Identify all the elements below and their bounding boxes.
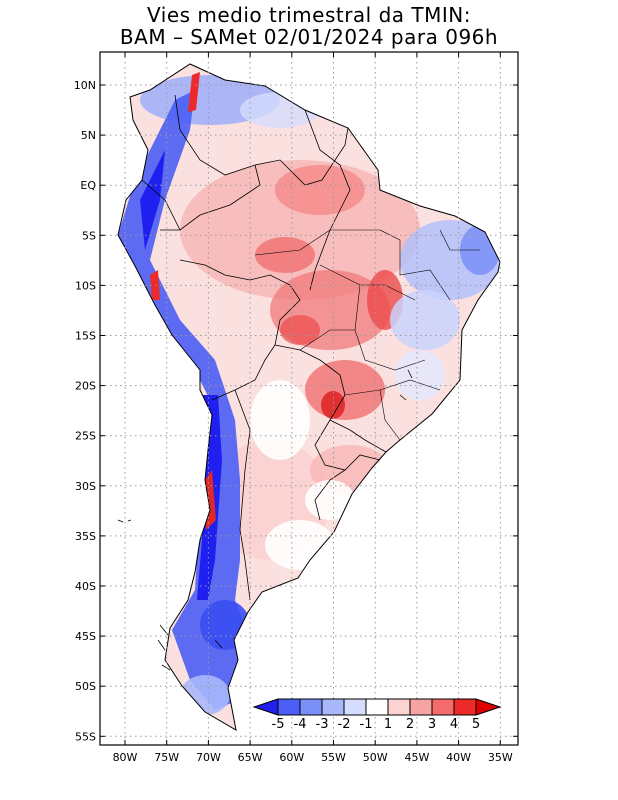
colorbar-label: -3 [316,717,329,732]
colorbar-label: 2 [406,717,414,732]
lon-tick-label: 35W [488,751,513,764]
longitude-axis: 80W 75W 70W 65W 60W 55W 50W 45W 40W 35W [113,52,513,764]
map-title-line-1: Vies medio trimestral da TMIN: [147,3,471,27]
colorbar-label: 1 [384,717,392,732]
lon-tick-label: 80W [113,751,138,764]
colorbar-label: 5 [472,717,480,732]
colorbar-label: 4 [450,717,458,732]
lon-tick-label: 50W [363,751,388,764]
lon-tick-label: 45W [404,751,429,764]
lat-tick-label: 40S [75,580,96,593]
colorbar-box [299,698,323,716]
colorbar-box [431,698,455,716]
colorbar-label: 3 [428,717,436,732]
colorbar-box [365,698,389,716]
lat-tick-label: 5S [82,229,96,242]
map-title-line-2: BAM – SAMet 02/01/2024 para 096h [119,25,499,49]
lat-tick-label: 45S [75,630,96,643]
lon-tick-label: 70W [196,751,221,764]
lon-tick-label: 75W [154,751,179,764]
lon-tick-label: 55W [321,751,346,764]
lon-tick-label: 60W [279,751,304,764]
lat-tick-label: 5N [81,129,96,142]
lat-tick-label: EQ [80,179,96,192]
lat-tick-label: 10N [74,79,96,92]
colorbar-box [277,698,301,716]
lat-tick-label: 25S [75,430,96,443]
lat-tick-label: 15S [75,330,96,343]
coastline [117,63,501,731]
lat-tick-label: 10S [75,279,96,292]
lat-tick-label: 55S [75,730,96,743]
latitude-axis: 10N 5N EQ 5S 10S 15S 20S 25S 30S 35S 40S 45S 50S 55S [74,79,518,743]
lon-tick-label: 40W [446,751,471,764]
lon-tick-label: 65W [238,751,263,764]
colorbar-label: -2 [338,717,351,732]
colorbar-box [387,698,411,716]
colorbar-arrow-high [475,698,502,716]
continent-bias-field [117,63,501,731]
colorbar: -5 -4 -3 -2 -1 1 2 3 4 5 [252,698,502,732]
lat-tick-label: 20S [75,380,96,393]
colorbar-box [453,698,477,716]
colorbar-box [321,698,345,716]
colorbar-label: -1 [360,717,373,732]
lat-tick-label: 30S [75,480,96,493]
colorbar-box [409,698,433,716]
lat-tick-label: 50S [75,680,96,693]
state-borders [254,229,480,441]
lat-tick-label: 35S [75,530,96,543]
colorbar-box [343,698,367,716]
lat-lon-grid [100,52,518,745]
colorbar-label: -4 [294,717,307,732]
colorbar-label: -5 [272,717,285,732]
